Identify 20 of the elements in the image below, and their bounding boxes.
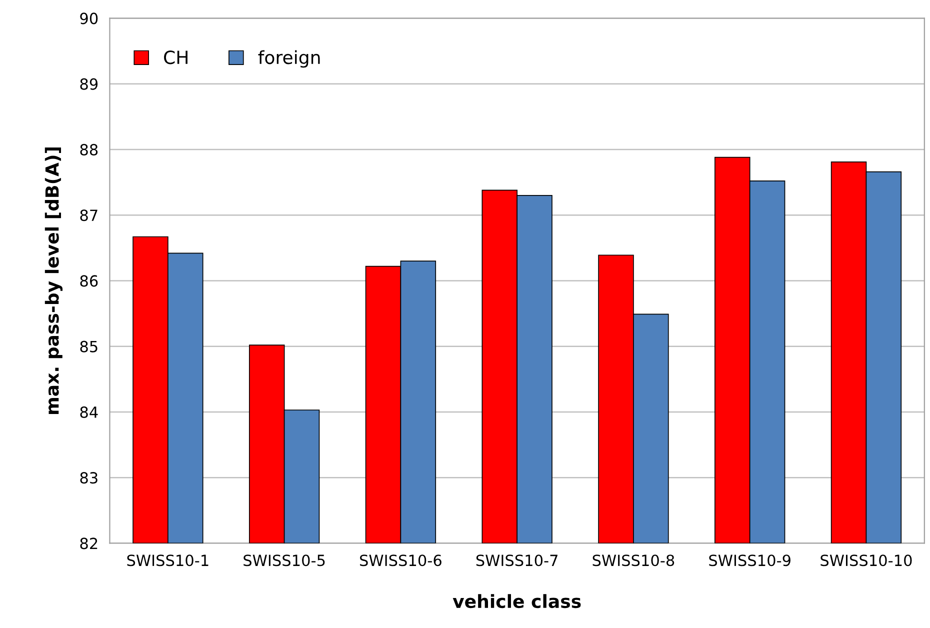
legend-label: CH <box>164 50 188 64</box>
y-tick-label: 89 <box>80 78 98 90</box>
x-tick-label: SWISS10-9 <box>709 554 790 566</box>
x-tick-label: SWISS10-1 <box>127 554 208 566</box>
x-axis-title: vehicle class <box>452 594 581 608</box>
y-axis-title: max. pass-by level [dB(A)] <box>44 148 63 414</box>
y-tick-label: 88 <box>80 144 98 156</box>
y-tick-label: 87 <box>80 210 98 222</box>
x-tick-label: SWISS10-6 <box>360 554 442 566</box>
legend-label: foreign <box>258 50 320 68</box>
y-tick-label: 82 <box>80 538 98 550</box>
y-tick-label: 90 <box>80 12 98 24</box>
x-tick-label: SWISS10-7 <box>476 554 558 566</box>
x-tick-label: SWISS10-10 <box>820 554 912 566</box>
y-tick-label: 86 <box>80 275 98 287</box>
y-tick-label: 83 <box>80 472 98 484</box>
y-tick-label: 84 <box>80 406 98 418</box>
x-tick-label: SWISS10-5 <box>244 554 325 566</box>
x-tick-label: SWISS10-8 <box>592 554 674 566</box>
y-tick-label: 85 <box>80 340 98 352</box>
